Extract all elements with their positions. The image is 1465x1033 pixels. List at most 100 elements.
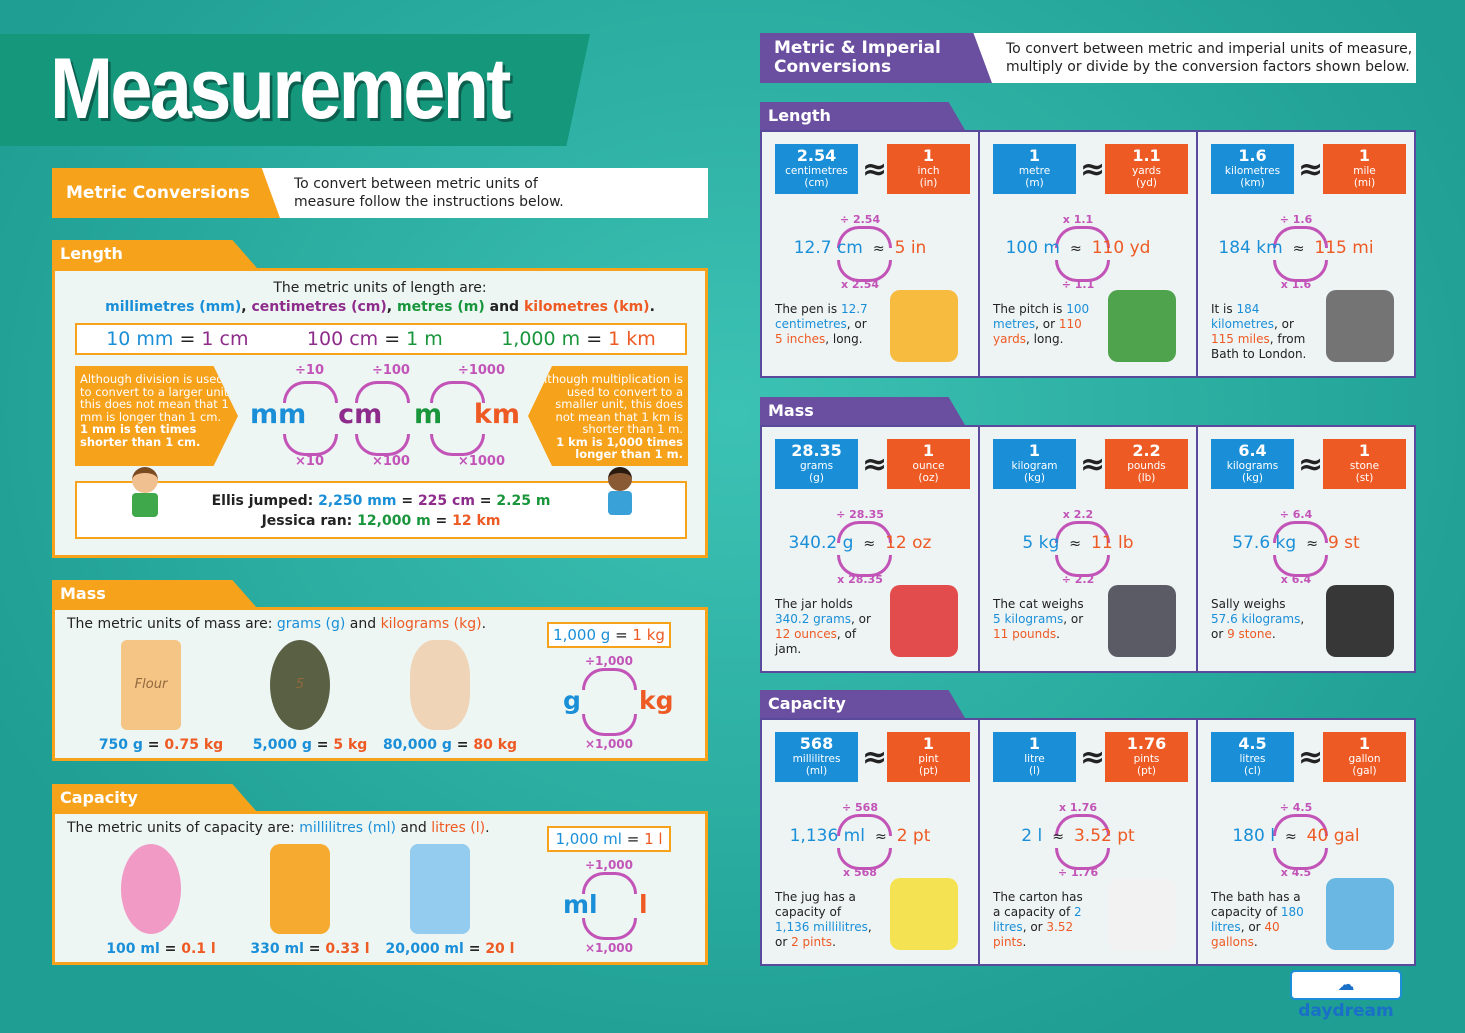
text-segment: = <box>311 737 334 753</box>
top-factor: ÷ 6.4 <box>1279 508 1313 521</box>
imperial-value: 1 <box>1358 734 1371 753</box>
approx-sign: ≈ <box>872 241 885 257</box>
imperial-unit: ounce <box>912 460 945 472</box>
text-segment: 225 cm <box>417 493 475 509</box>
imperial-unit: yards <box>1132 165 1161 177</box>
metric-header: Metric Conversions To convert between me… <box>52 168 708 218</box>
text-segment: centimetres (cm) <box>251 299 387 315</box>
text-segment: litres (l) <box>431 820 486 836</box>
text-segment: 80,000 g <box>382 737 452 753</box>
length-intro: The metric units of length are: <box>273 280 487 296</box>
imperial-abbr: (pt) <box>919 765 938 777</box>
metric-factor-box: 2.54 centimetres (cm) <box>775 144 858 194</box>
conversion-card: 2.54 centimetres (cm) ≈1 inch (in) ÷ 2.54 12.7 … <box>762 132 980 376</box>
example-description: The pitch is 100 metres, or 110 yards, l… <box>993 302 1093 347</box>
text-segment: . <box>1022 935 1027 949</box>
example-conversion: 100 m ≈110 yd <box>970 238 1186 258</box>
metric-value: 4.5 <box>1238 734 1267 753</box>
examples-box: Ellis jumped: 2,250 mm = 225 cm = 2.25 m… <box>75 481 687 539</box>
daydream-logo: ☁ daydream <box>1290 970 1402 1021</box>
imperial-panel-length: 2.54 centimetres (cm) ≈1 inch (in) ÷ 2.54 12.7 … <box>760 130 1416 378</box>
text-segment: 110 yards <box>993 317 1082 346</box>
text-segment: , or <box>1063 612 1084 626</box>
text-segment: m <box>413 399 443 430</box>
metric-value: 568 <box>799 734 834 753</box>
metric-factor-box: 6.4 kilograms (kg) <box>1211 439 1294 489</box>
text-segment: 12 km <box>452 513 501 529</box>
text-segment: 340.2 grams <box>775 612 852 626</box>
metric-unit: litre <box>1024 753 1045 765</box>
approx-sign: ≈ <box>1284 829 1297 845</box>
text-segment: 100 ml <box>106 941 160 957</box>
text-segment: 20,000 ml <box>385 941 464 957</box>
imperial-abbr: (in) <box>919 177 938 189</box>
text-segment: 1 cm <box>201 328 249 350</box>
pen-illustration <box>890 290 958 362</box>
text-segment: 2 litres <box>993 905 1082 934</box>
large-unit: l <box>639 890 648 919</box>
note-text: Although division is used to convert to … <box>80 372 232 424</box>
text-segment: 0.75 kg <box>164 737 224 753</box>
imperial-amount: 9 st <box>1327 533 1360 553</box>
imperial-amount: 110 yd <box>1091 238 1151 258</box>
multiply-label: ×1,000 <box>584 941 633 955</box>
divide-factors: ÷10 ÷100 ÷1000 <box>295 363 505 378</box>
imperial-unit: gallon <box>1348 753 1381 765</box>
imperial-unit: pint <box>918 753 939 765</box>
text-segment: 5 inches <box>775 332 826 346</box>
note-text: 1 km is 1,000 times longer than 1 m. <box>556 434 683 461</box>
text-segment: and <box>395 820 432 836</box>
divide-arrow <box>430 381 485 403</box>
metric-amount: 184 km <box>1218 238 1283 258</box>
imperial-factor-box: 1 gallon (gal) <box>1323 732 1406 782</box>
text-segment: Sally weighs <box>1211 597 1286 611</box>
note-text: 1 mm is ten times shorter than 1 cm. <box>80 422 201 449</box>
metric-value: 6.4 <box>1238 441 1267 460</box>
text-segment: 11 pounds <box>993 627 1057 641</box>
text-segment: , from Bath to London. <box>1211 332 1307 361</box>
imperial-tab-length: Length <box>760 102 965 130</box>
multiply-arrow <box>582 714 637 736</box>
text-segment: 2.25 m <box>496 493 551 509</box>
bottom-factor: x 1.6 <box>1280 278 1312 291</box>
text-segment: 1,000 ml <box>555 830 622 848</box>
conversion-card: 4.5 litres (cl) ≈1 gallon (gal) ÷ 4.5 180 l ≈40 … <box>1198 720 1414 964</box>
text-segment: Jessica ran: <box>261 513 358 529</box>
text-segment: , or <box>846 317 867 331</box>
example-description: Sally weighs 57.6 kilograms, or 9 stone. <box>1211 597 1311 642</box>
capacity-panel: The metric units of capacity are: millil… <box>52 811 708 965</box>
girl-running-illustration <box>600 467 640 537</box>
text-segment: , or <box>775 920 872 949</box>
text-segment: The bath has a capacity of <box>1211 890 1301 919</box>
metric-abbr: (cl) <box>1244 765 1261 777</box>
mass-panel: The metric units of mass are: grams (g) … <box>52 607 708 761</box>
approx-icon: ≈ <box>1080 152 1106 187</box>
text-segment: , of jam. <box>775 627 857 656</box>
metric-abbr: (cm) <box>804 177 829 189</box>
text-segment: , or <box>851 612 871 626</box>
example-conversion: 184 km ≈115 mi <box>1188 238 1404 258</box>
bottom-factor: ÷ 2.2 <box>1061 573 1095 586</box>
approx-sign: ≈ <box>1306 536 1318 552</box>
multiply-factors: ×10 ×100 ×1000 <box>295 454 505 469</box>
text-segment: 180 litres <box>1211 905 1304 934</box>
top-factor: ÷ 1.6 <box>1279 213 1313 226</box>
text-segment: = <box>173 328 202 350</box>
text-segment: millilitres (ml) <box>299 820 396 836</box>
imperial-abbr: (yd) <box>1135 177 1158 189</box>
text-segment: Ellis jumped: <box>211 493 319 509</box>
imperial-panel-capacity: 568 millilitres (ml) ≈1 pint (pt) ÷ 568 1,136 m… <box>760 718 1416 966</box>
approx-icon: ≈ <box>1298 447 1324 482</box>
bottom-factor: x 4.5 <box>1280 866 1312 879</box>
bottom-factor: x 28.35 <box>837 573 883 586</box>
text-segment: . <box>1271 627 1276 641</box>
imperial-amount: 40 gal <box>1306 826 1360 846</box>
conversion-example: 5,000 g = 5 kg <box>240 737 380 753</box>
text-segment: , long. <box>1026 332 1064 346</box>
text-segment: 1 km <box>608 328 656 350</box>
businessman-illustration <box>410 640 470 730</box>
conversion-example: 20,000 ml = 20 l <box>380 941 520 957</box>
imperial-header-text: To convert between metric and imperial u… <box>1006 41 1413 75</box>
metric-amount: 12.7 cm <box>793 238 863 258</box>
imperial-factor-box: 1 ounce (oz) <box>887 439 970 489</box>
